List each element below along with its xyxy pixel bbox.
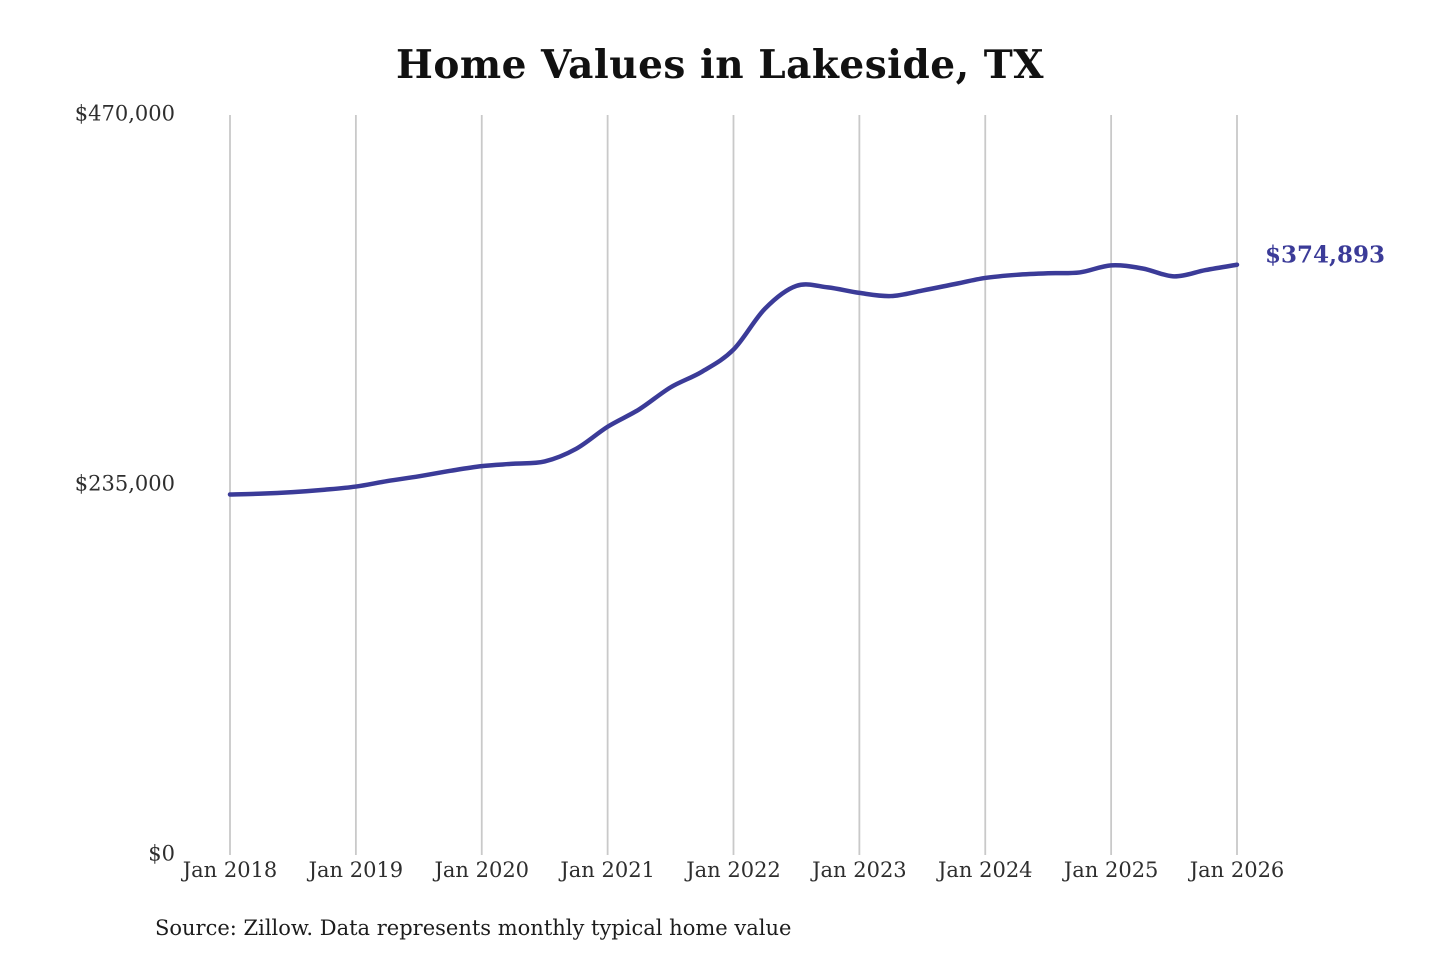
- x-tick-label: Jan 2022: [684, 858, 781, 882]
- x-tick-label: Jan 2020: [432, 858, 529, 882]
- x-tick-label: Jan 2026: [1188, 858, 1285, 882]
- chart-title: Home Values in Lakeside, TX: [395, 42, 1045, 88]
- x-tick-label: Jan 2018: [181, 858, 278, 882]
- x-tick-label: Jan 2025: [1062, 858, 1159, 882]
- x-tick-label: Jan 2019: [307, 858, 404, 882]
- y-tick-label: $235,000: [75, 472, 175, 496]
- x-tick-label: Jan 2021: [558, 858, 655, 882]
- y-tick-label: $0: [148, 842, 175, 866]
- end-value-label: $374,893: [1265, 242, 1385, 269]
- x-tick-label: Jan 2024: [936, 858, 1033, 882]
- source-note: Source: Zillow. Data represents monthly …: [155, 916, 792, 940]
- y-tick-label: $470,000: [75, 102, 175, 126]
- series-line: [227, 262, 1240, 497]
- x-tick-label: Jan 2023: [810, 858, 907, 882]
